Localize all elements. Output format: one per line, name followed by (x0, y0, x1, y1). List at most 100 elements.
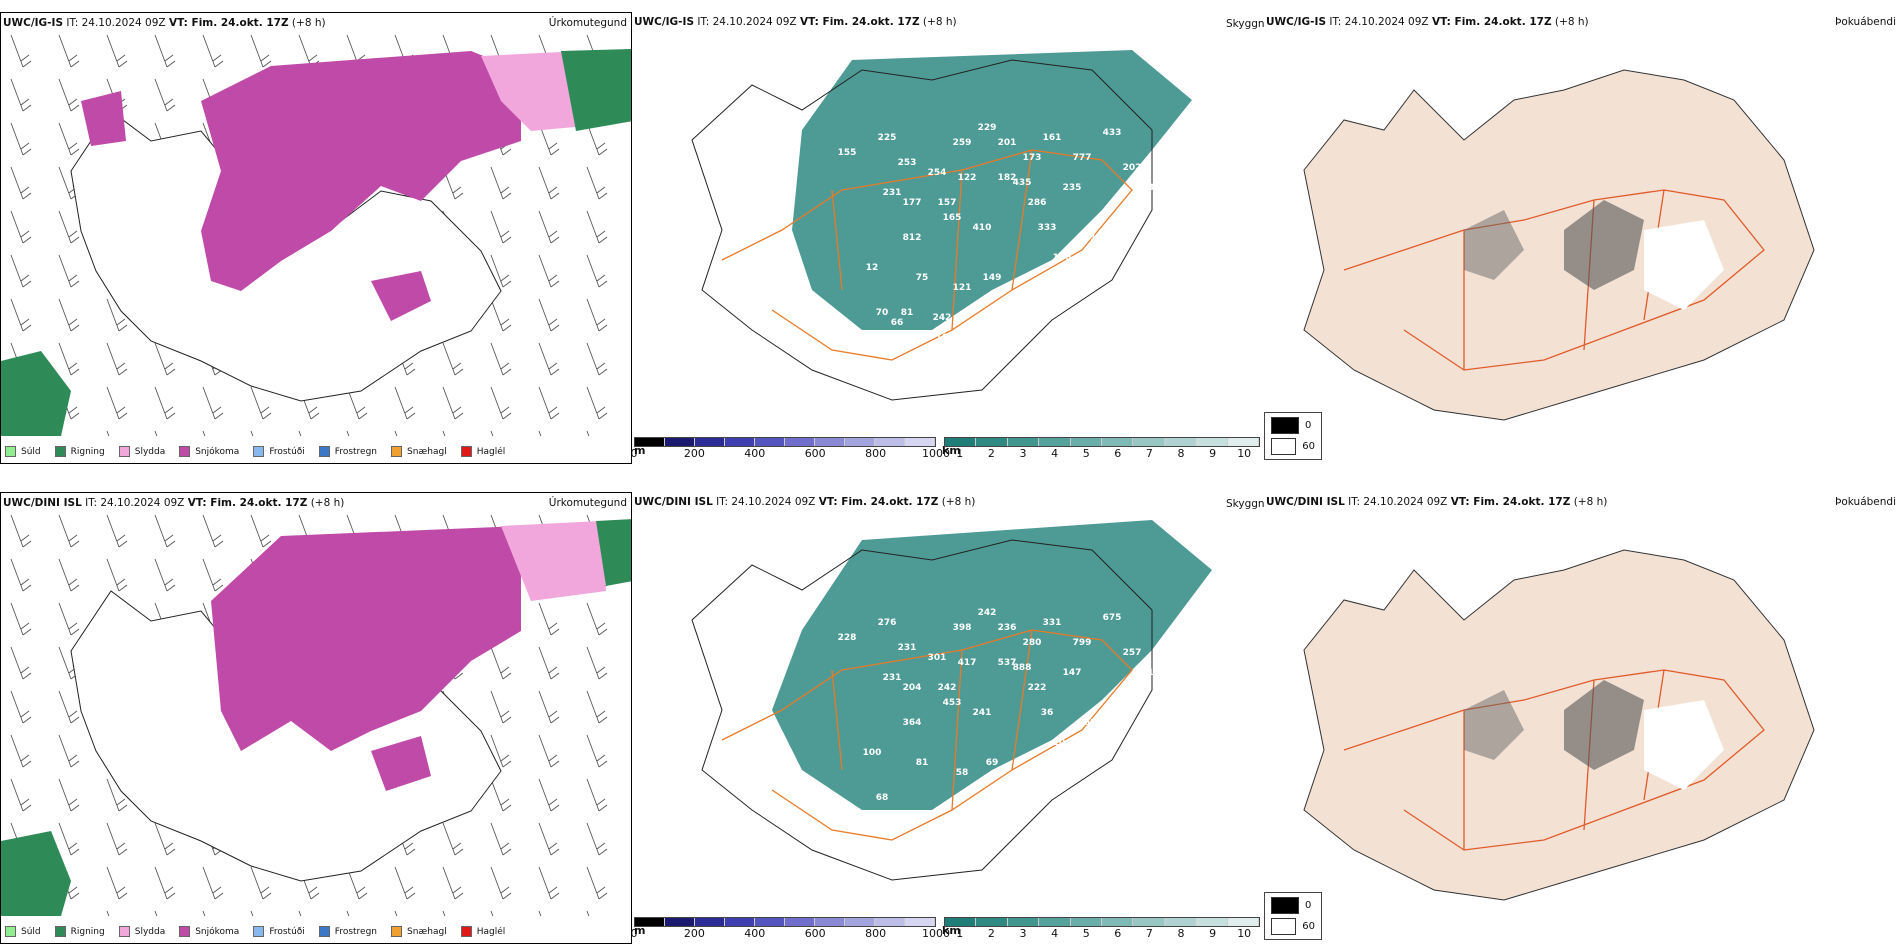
rain-sw (1, 351, 71, 436)
scale-swatch (875, 918, 905, 926)
scale-swatch (725, 438, 755, 446)
sleet-area (501, 521, 606, 601)
cloud-base-label: 155 (838, 148, 857, 158)
scale-swatch (1227, 918, 1260, 926)
cloud-base-label: 214 (1178, 658, 1197, 668)
scale-tick: 2 (987, 927, 995, 940)
cloud-base-label: 236 (998, 623, 1017, 633)
cloud-base-label: 675 (1103, 613, 1122, 623)
cloud-base-label: 241 (973, 708, 992, 718)
cloud-base-label: 70 (976, 343, 989, 353)
scale-tick: 600 (804, 447, 826, 460)
cloud-base-label: 235 (1063, 183, 1082, 193)
cloud-base-label: 69 (1001, 343, 1014, 353)
cloud-base-label: 81 (916, 758, 929, 768)
scale-tick: 0 (632, 447, 638, 460)
visibility-area (772, 520, 1212, 810)
cloud-base-label: 13 (1126, 783, 1139, 793)
cloud-base-label: 146 (1053, 253, 1072, 263)
scale-swatch (845, 438, 875, 446)
scale-swatch (1133, 438, 1165, 446)
scale-swatch (665, 918, 695, 926)
fog-area (1464, 210, 1524, 280)
snow-patch (371, 271, 431, 321)
rain-area (561, 49, 631, 131)
legend-item: Haglél (460, 926, 505, 937)
scale-swatch (1039, 918, 1071, 926)
scale-tick: 400 (744, 927, 766, 940)
cloud-base-label: 104 (1053, 738, 1072, 748)
legend-item: Frostúði (253, 926, 305, 937)
scale-swatch (1070, 438, 1103, 446)
cloud-base-label: 177 (903, 198, 922, 208)
scale-tick: 5 (1082, 447, 1090, 460)
cloud-base-label: 364 (903, 718, 922, 728)
fog-area (1464, 690, 1524, 760)
scale-swatch (815, 918, 845, 926)
cloud-base-label: 301 (928, 653, 947, 663)
vis-unit: km (942, 924, 961, 937)
cloud-base-label: 202 (1123, 163, 1142, 173)
cloud-base-label: 78 (1066, 288, 1079, 298)
cloud-base-label: 173 (1023, 153, 1042, 163)
scale-swatch (1227, 438, 1260, 446)
scale-swatch (945, 918, 977, 926)
cloud-base-label: 242 (978, 608, 997, 618)
scale-swatch (1196, 918, 1228, 926)
panel-label: Þokuábendi (1835, 496, 1896, 508)
cloud-base-label: 435 (1013, 178, 1032, 188)
cloud-base-label: 453 (943, 698, 962, 708)
cloud-base-label: 331 (1043, 618, 1062, 628)
cloud-base-label: 96 (1021, 288, 1034, 298)
panel-label: Úrkomutegund (548, 497, 627, 509)
fog-area (1564, 200, 1644, 290)
cloud-base-label: 81 (901, 308, 914, 318)
clear-area (1644, 700, 1724, 790)
scale-swatch (1070, 918, 1103, 926)
cloud-base-label: 888 (1013, 663, 1032, 673)
iceland-land (1303, 69, 1815, 421)
scale-swatch (755, 438, 785, 446)
road-network (721, 149, 1133, 361)
scale-tick: 6 (1114, 927, 1122, 940)
cloud-base-label: 130 (1178, 173, 1197, 183)
fog-area (1564, 680, 1644, 770)
scale-tick: 7 (1145, 447, 1153, 460)
rain-sw (1, 831, 71, 916)
cloud-base-label: 280 (1023, 638, 1042, 648)
scale-swatch (785, 438, 815, 446)
base-unit: m (634, 444, 646, 457)
legend-item: Frostregn (318, 446, 377, 457)
scale-tick: 10 (1237, 447, 1252, 460)
cloud-base-label: 68 (876, 793, 889, 803)
cloud-base-label: 100 (1018, 773, 1037, 783)
scale-tick: 2 (987, 447, 995, 460)
cloud-base-label: 253 (898, 158, 917, 168)
scale-swatch (725, 918, 755, 926)
cloud-base-label: 398 (953, 623, 972, 633)
panel-label: Þokuábendi (1835, 16, 1896, 28)
cloud-base-label: 231 (883, 188, 902, 198)
scale-swatch (815, 438, 845, 446)
scale-swatch (1007, 918, 1040, 926)
scale-tick: 3 (1019, 927, 1027, 940)
cloud-base-label: 94 (1096, 293, 1109, 303)
cloud-base-label: 204 (903, 683, 922, 693)
scale-tick: 800 (865, 447, 887, 460)
snow-area (211, 526, 521, 751)
scale-tick: 8 (1177, 927, 1185, 940)
cloud-base-label: 229 (978, 123, 997, 133)
cloud-base-label: 228 (838, 633, 857, 643)
scale-tick: 8 (1177, 447, 1185, 460)
scale-swatch (905, 438, 935, 446)
scale-swatch (695, 438, 725, 446)
scale-swatch (905, 918, 935, 926)
scale-tick: 1000 (922, 447, 950, 460)
cloud-base-label: 225 (878, 133, 897, 143)
legend-item: Rigning (54, 446, 105, 457)
cloud-base-label: 231 (883, 673, 902, 683)
scale-tick: 7 (1145, 927, 1153, 940)
legend-item: Snjókoma (179, 446, 239, 457)
scale-tick: 200 (683, 447, 705, 460)
